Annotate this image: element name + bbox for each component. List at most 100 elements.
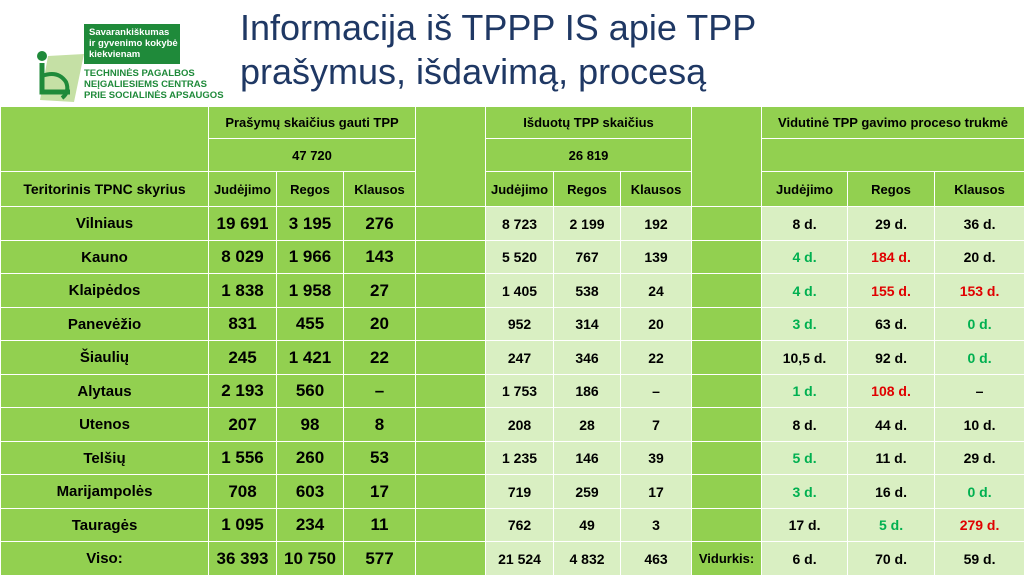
duration-hearing: 279 d. [934, 507, 1024, 543]
spacer-cell [691, 206, 763, 241]
duration-hearing: 36 d. [934, 206, 1024, 241]
duration-vision: 44 d. [847, 407, 936, 442]
department-name: Tauragės [0, 507, 209, 543]
requests-hearing: 27 [342, 273, 417, 308]
issued-movement: 247 [485, 340, 555, 375]
spacer-cell [415, 507, 487, 543]
department-name: Viso: [0, 541, 209, 576]
requests-vision: 98 [276, 407, 344, 442]
requests-movement: 831 [208, 306, 277, 342]
issued-vision: 538 [553, 273, 622, 308]
page-title: Informacija iš TPPP IS apie TPP prašymus… [240, 7, 757, 92]
issued-movement: 762 [485, 507, 555, 543]
requests-movement: 207 [208, 407, 277, 442]
duration-vision: 92 d. [847, 340, 936, 375]
col-header-duration-vision: Regos [847, 170, 936, 208]
issued-hearing: 24 [620, 273, 693, 308]
duration-vision: 29 d. [847, 206, 936, 241]
col-header-requests-movement: Judėjimo [208, 170, 277, 208]
requests-movement: 8 029 [208, 239, 277, 275]
requests-vision: 603 [276, 474, 344, 509]
spacer-cell [691, 507, 763, 543]
requests-hearing: 22 [342, 340, 417, 375]
spacer-cell [691, 239, 763, 275]
issued-vision: 314 [553, 306, 622, 342]
issued-vision: 49 [553, 507, 622, 543]
duration-movement: 17 d. [761, 507, 849, 543]
duration-hearing: 153 d. [934, 273, 1024, 308]
issued-movement: 1 235 [485, 440, 555, 476]
requests-hearing: 53 [342, 440, 417, 476]
logo-slogan-box: Savarankiškumas ir gyvenimo kokybė kiekv… [84, 24, 180, 64]
table-row: Alytaus 2 193 560–1 753 186–1 d. 108 d. – [0, 373, 1024, 409]
requests-vision: 3 195 [276, 206, 344, 241]
duration-hearing: 0 d. [934, 340, 1024, 375]
spacer-cell [415, 105, 487, 208]
issued-hearing: 20 [620, 306, 693, 342]
duration-vision: 63 d. [847, 306, 936, 342]
table-row: Kauno 8 029 1 966 143 5 520 767 139 4 d. 184 d. 2… [0, 239, 1024, 275]
issued-hearing: 3 [620, 507, 693, 543]
requests-movement: 1 556 [208, 440, 277, 476]
issued-hearing: 17 [620, 474, 693, 509]
average-label: Vidurkis: [691, 541, 763, 576]
table-row: Viso: 36 393 10 750 577 21 524 4 832 463 Vidurk… [0, 541, 1024, 576]
row-header-label: Teritorinis TPNC skyrius [0, 170, 209, 208]
duration-movement: 6 d. [761, 541, 849, 576]
requests-vision: 1 421 [276, 340, 344, 375]
spacer-cell [691, 306, 763, 342]
department-name: Marijampolės [0, 474, 209, 509]
requests-hearing: 20 [342, 306, 417, 342]
requests-movement: 1 838 [208, 273, 277, 308]
spacer-cell [415, 306, 487, 342]
group-header-issued: Išduotų TPP skaičius [485, 105, 693, 140]
duration-movement: 1 d. [761, 373, 849, 409]
col-header-duration-hearing: Klausos [934, 170, 1024, 208]
duration-movement: 4 d. [761, 239, 849, 275]
issued-movement: 1 405 [485, 273, 555, 308]
table-row: Šiaulių 245 1 421 22 247 346 22 10,5 d. 92 d. 0 d… [0, 340, 1024, 375]
logo-organization-name: TECHNINĖS PAGALBOS NEĮGALIESIEMS CENTRAS… [84, 68, 224, 101]
duration-vision: 5 d. [847, 507, 936, 543]
slide-header: Savarankiškumas ir gyvenimo kokybė kiekv… [0, 0, 1024, 106]
department-name: Utenos [0, 407, 209, 442]
requests-hearing: – [342, 373, 417, 409]
spacer-cell [691, 273, 763, 308]
department-name: Telšių [0, 440, 209, 476]
issued-vision: 767 [553, 239, 622, 275]
spacer-cell [691, 373, 763, 409]
issued-movement: 719 [485, 474, 555, 509]
department-name: Kauno [0, 239, 209, 275]
issued-movement: 208 [485, 407, 555, 442]
issued-hearing: 22 [620, 340, 693, 375]
spacer-cell [691, 440, 763, 476]
duration-hearing: 20 d. [934, 239, 1024, 275]
total-requests: 47 720 [207, 138, 417, 172]
spacer-cell [415, 474, 487, 509]
duration-movement: 8 d. [761, 206, 849, 241]
requests-hearing: 276 [342, 206, 417, 241]
requests-movement: 1 095 [208, 507, 277, 543]
table-row: Marijampolės 708 603 17 719 259 17 3 d. 16 d. 0 d… [0, 474, 1024, 509]
issued-movement: 952 [485, 306, 555, 342]
requests-hearing: 8 [342, 407, 417, 442]
spacer-cell [415, 239, 487, 275]
duration-vision: 155 d. [847, 273, 936, 308]
duration-hearing: 0 d. [934, 474, 1024, 509]
requests-movement: 245 [208, 340, 277, 375]
issued-hearing: 192 [620, 206, 693, 241]
issued-vision: 146 [553, 440, 622, 476]
duration-total-empty [761, 138, 1024, 172]
spacer-cell [415, 373, 487, 409]
requests-movement: 708 [208, 474, 277, 509]
table-row: Klaipėdos 1 838 1 958 27 1 405 538 24 4 d. 155 d… [0, 273, 1024, 308]
spacer-cell [691, 340, 763, 375]
requests-vision: 10 750 [276, 541, 344, 576]
accessibility-logo-icon [37, 51, 84, 102]
duration-hearing: 29 d. [934, 440, 1024, 476]
issued-movement: 8 723 [485, 206, 555, 241]
duration-movement: 4 d. [761, 273, 849, 308]
spacer-cell [415, 340, 487, 375]
duration-hearing: 0 d. [934, 306, 1024, 342]
table-row: Tauragės 1 095 234 11 762 49 3 17 d. 5 d. 279 d. [0, 507, 1024, 543]
